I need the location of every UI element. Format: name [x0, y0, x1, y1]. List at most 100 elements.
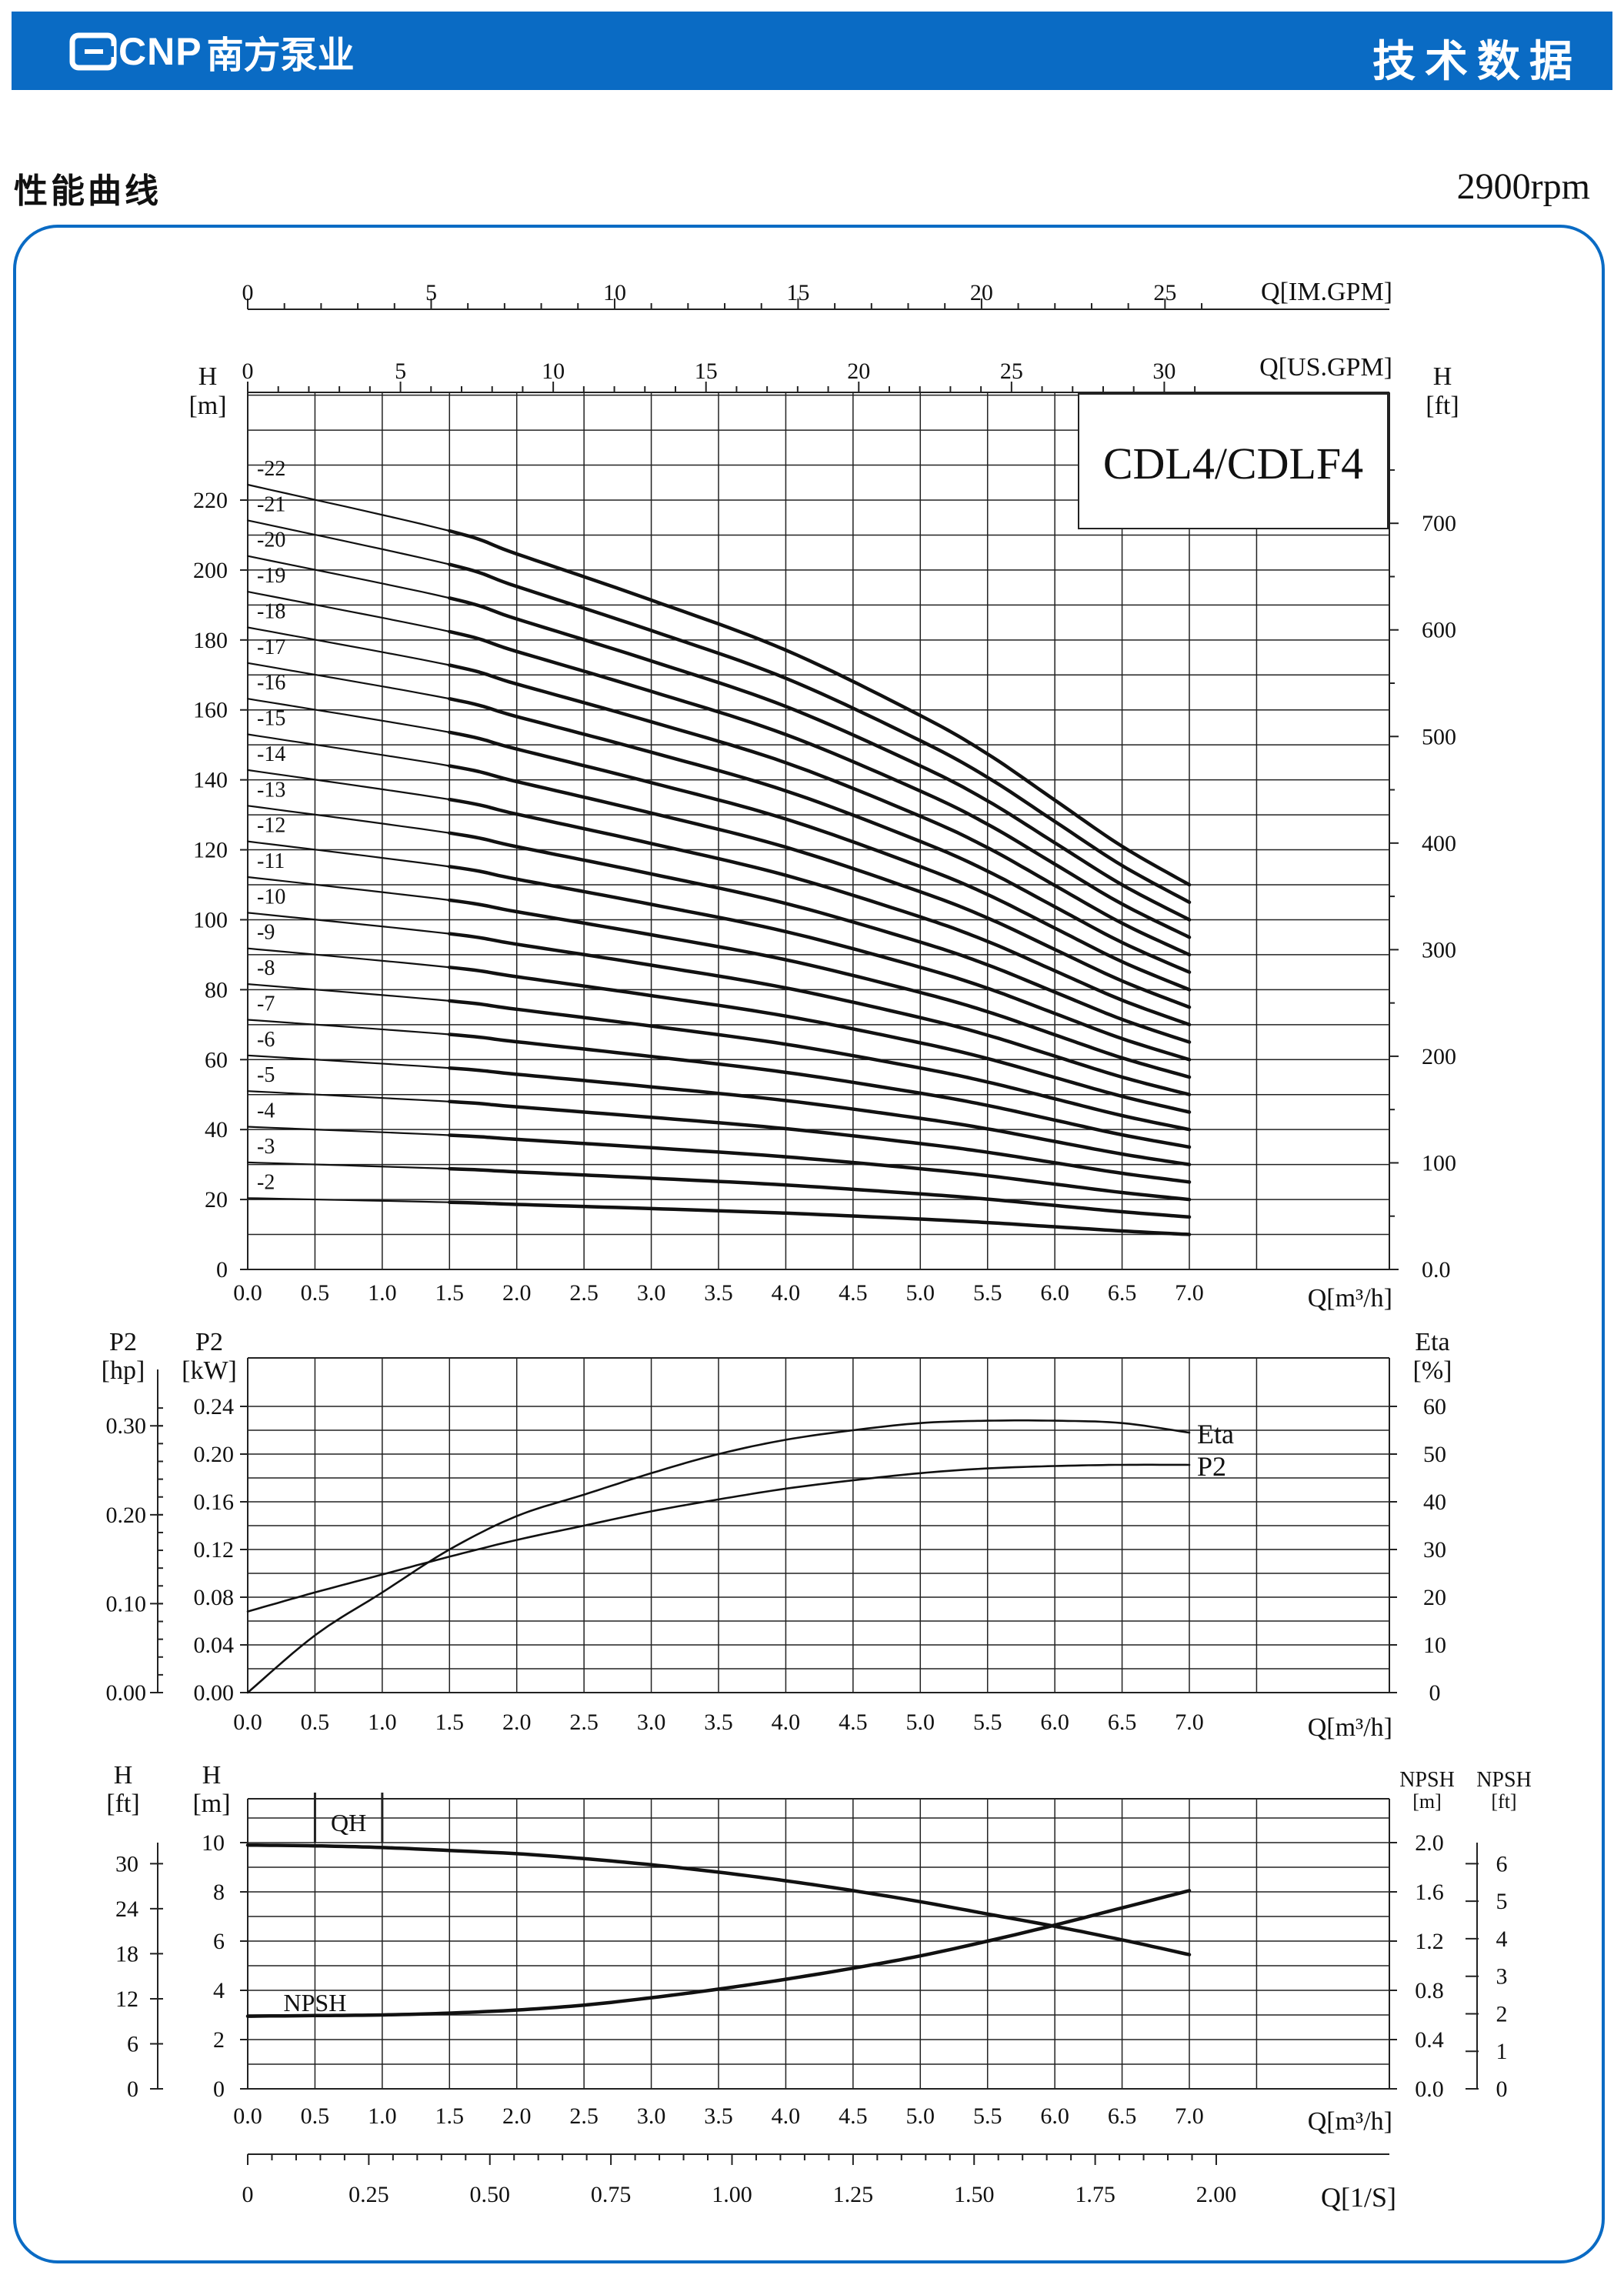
- eta-tick-label: 20: [1423, 1585, 1446, 1610]
- npsh-m-tick-label: 0.0: [1415, 2077, 1444, 2102]
- head-m-tick-label: 2: [213, 2027, 225, 2053]
- p2-x-tick-label: 3.0: [637, 1710, 666, 1735]
- p2-x-tick-label: 0.5: [301, 1710, 330, 1735]
- head-ft-tick-label: 18: [115, 1941, 138, 1966]
- h-x-tick-label: 0.0: [233, 1280, 262, 1306]
- usgpm-tick-label: 20: [847, 359, 870, 384]
- h-x-tick-label: 4.5: [839, 1280, 868, 1306]
- usgpm-axis-label: Q[US.GPM]: [1259, 353, 1392, 382]
- stage-curve: [448, 865, 1192, 1062]
- stage-curve-thin: [246, 1197, 451, 1203]
- npsh-ft-tick-label: 2: [1496, 2001, 1508, 2026]
- npsh-ft-tick-label: 4: [1496, 1926, 1508, 1952]
- npsh-x-tick-label: 3.0: [637, 2103, 666, 2129]
- usgpm-tick-label: 30: [1152, 359, 1175, 384]
- npsh-m-tick-label: 0.8: [1415, 1978, 1444, 2003]
- imgpm-axis-label: Q[IM.GPM]: [1261, 278, 1392, 306]
- p2-hp-axis-unit: [hp]: [102, 1356, 145, 1385]
- head-m-tick-label: 10: [202, 1830, 225, 1856]
- p2-x-tick-label: 7.0: [1175, 1710, 1204, 1735]
- eta-tick-label: 50: [1423, 1442, 1446, 1467]
- stage-curve: [448, 629, 1192, 939]
- npsh-x-tick-label: 2.0: [502, 2103, 532, 2129]
- stage-label: -16: [257, 671, 285, 695]
- speed-label: 2900rpm: [1456, 166, 1590, 207]
- h-x-tick-label: 3.0: [637, 1280, 666, 1306]
- ls-tick-label: 0.75: [591, 2182, 632, 2207]
- imgpm-tick-label: 15: [786, 280, 809, 305]
- head-ft-axis-label: H: [114, 1761, 133, 1790]
- ls-tick-label: 0.25: [348, 2182, 389, 2207]
- p2-curve: [246, 1463, 1191, 1613]
- h-ft-tick-label: 0.0: [1422, 1257, 1451, 1283]
- stage-label: -18: [257, 599, 285, 623]
- h-m-tick-label: 40: [205, 1117, 228, 1142]
- eta-tick-label: 40: [1423, 1489, 1446, 1515]
- imgpm-tick-label: 10: [603, 280, 626, 305]
- stage-curve-thin: [246, 519, 451, 565]
- head-m-tick-label: 6: [213, 1929, 225, 1954]
- npsh-x-tick-label: 2.5: [569, 2103, 599, 2129]
- stage-label: -11: [257, 849, 285, 873]
- p2-hp-tick-label: 0.10: [106, 1591, 147, 1616]
- stage-label: -4: [257, 1099, 275, 1123]
- p2-x-tick-label: 0.0: [233, 1710, 262, 1735]
- h-m-tick-label: 100: [193, 907, 228, 932]
- p2-x-tick-label: 4.5: [839, 1710, 868, 1735]
- p2-hp-axis-label: P2: [109, 1328, 137, 1356]
- h-m-tick-label: 220: [193, 488, 228, 513]
- stage-curve: [448, 1066, 1192, 1166]
- head-ft-tick-label: 30: [115, 1851, 138, 1876]
- stage-curve-thin: [246, 947, 451, 969]
- stage-curve: [448, 1200, 1192, 1236]
- h-x-tick-label: 5.0: [906, 1280, 935, 1306]
- h-ft-tick-label: 700: [1422, 511, 1456, 536]
- usgpm-tick-label: 10: [542, 359, 565, 384]
- p2-hp-tick-label: 0.00: [106, 1680, 147, 1706]
- stage-label: -14: [257, 742, 285, 766]
- npsh-m-axis-unit: [m]: [1412, 1790, 1442, 1813]
- p2-x-tick-label: 2.0: [502, 1710, 532, 1735]
- h-ft-tick-label: 500: [1422, 724, 1456, 749]
- stage-curve: [448, 1166, 1192, 1219]
- h-m-axis-label: H: [198, 362, 218, 391]
- head-m-tick-label: 4: [213, 1978, 225, 2003]
- eta-curve: [246, 1419, 1191, 1694]
- npsh-x-tick-label: 5.0: [906, 2103, 935, 2129]
- npsh-curve: [245, 1889, 1192, 2018]
- stage-label: -21: [257, 492, 285, 516]
- stage-curve: [448, 1032, 1192, 1149]
- p2-kw-tick-label: 0.24: [194, 1394, 235, 1419]
- h-x-tick-label: 1.5: [435, 1280, 465, 1306]
- stage-curve-thin: [246, 1161, 451, 1170]
- h-ft-tick-label: 200: [1422, 1044, 1456, 1069]
- npsh-ft-tick-label: 6: [1496, 1851, 1508, 1876]
- stage-label: -19: [257, 564, 285, 588]
- npsh-ft-tick-label: 3: [1496, 1964, 1508, 1990]
- stage-curve: [448, 696, 1192, 974]
- head-m-axis-unit: [m]: [192, 1790, 230, 1818]
- p2-hp-tick-label: 0.20: [106, 1503, 147, 1528]
- p2-kw-tick-label: 0.04: [194, 1633, 235, 1658]
- stage-curve: [448, 730, 1192, 992]
- npsh-x-tick-label: 1.5: [435, 2103, 465, 2129]
- npsh-x-tick-label: 4.0: [772, 2103, 801, 2129]
- qh-series-label: QH: [331, 1809, 366, 1836]
- ls-tick-label: 1.25: [833, 2182, 874, 2207]
- chart-frame: [13, 225, 1605, 2263]
- p2-hp-tick-label: 0.30: [106, 1413, 147, 1439]
- eta-tick-label: 30: [1423, 1537, 1446, 1563]
- stage-label: -10: [257, 885, 285, 909]
- head-ft-tick-label: 6: [127, 2031, 138, 2056]
- h-x-tick-label: 6.5: [1108, 1280, 1137, 1306]
- eta-tick-label: 60: [1423, 1394, 1446, 1419]
- stage-curve: [448, 1099, 1192, 1184]
- head-ft-tick-label: 24: [115, 1896, 138, 1922]
- npsh-m-tick-label: 2.0: [1415, 1830, 1444, 1856]
- stage-curve-thin: [246, 1126, 451, 1136]
- p2-series-label: P2: [1197, 1451, 1226, 1482]
- ls-tick-label: 0.50: [469, 2182, 510, 2207]
- stage-curve-thin: [246, 483, 451, 532]
- imgpm-tick-label: 5: [425, 280, 437, 305]
